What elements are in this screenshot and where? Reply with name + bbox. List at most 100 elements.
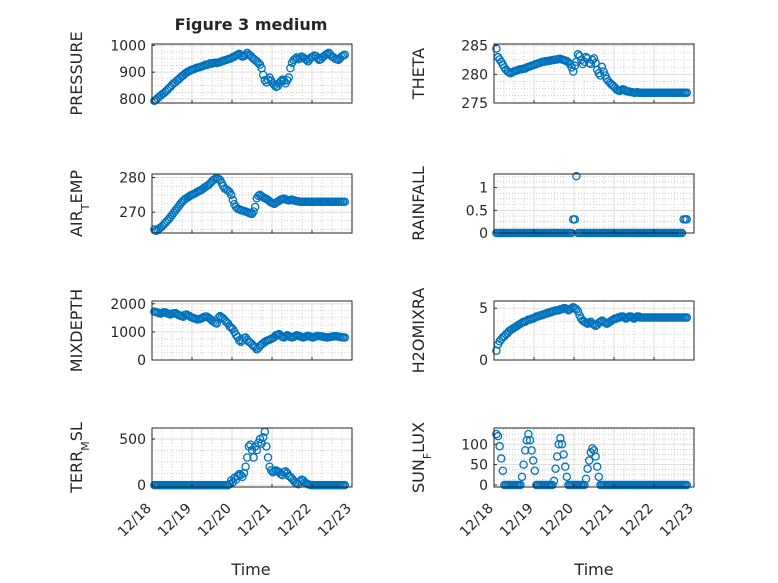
data-point [496,454,506,463]
data-point [578,59,588,69]
axes-box [493,427,695,488]
data-point [260,75,270,85]
plot-area [494,301,694,360]
data-point [527,446,536,455]
y-tick-label: 5 [479,301,488,317]
data-point [492,44,501,53]
data-point [517,472,527,482]
y-tick-label: 280 [119,170,146,186]
data-point [210,174,220,184]
data-point [492,429,501,439]
y-tick-label: 0.5 [466,203,488,219]
data-point [246,440,255,449]
plot-area [152,428,352,487]
data-point [249,453,258,462]
data-point [554,440,564,449]
y-axis-label: RAINFALL [409,166,428,241]
data-point [559,450,568,459]
data-point [516,480,525,490]
data-point [581,318,591,327]
data-point [560,462,570,471]
x-tick-label: 12/18 [457,501,497,541]
x-tick-label: 12/22 [617,501,657,541]
plot-area [494,428,694,487]
data-point [682,88,692,97]
data-point [524,429,533,439]
data-point [549,476,559,486]
data-point [498,466,508,475]
data-point [340,333,350,342]
axes-box [493,300,695,361]
x-tick-label: 12/19 [497,501,537,541]
x-tick-label: 12/21 [577,501,617,541]
data-point [575,51,584,61]
x-tick-label: 12/20 [537,501,577,541]
subplot-terr_msl: 0 500 TERRMSL 12/18 12/19 12/20 12/21 12/22 12/2… [67,422,355,540]
plot-area [494,174,694,233]
data-point [580,480,589,490]
data-point [588,444,597,453]
y-tick-label: 0 [479,226,488,242]
data-point [262,442,271,451]
data-point [281,332,290,341]
data-point [258,432,268,442]
data-point [276,77,286,86]
data-point [530,466,540,475]
figure-title: Figure 3 medium [175,15,328,34]
data-point [682,313,692,322]
data-point [263,453,273,462]
y-tick-label: 285 [461,39,488,55]
x-tick-label: 12/23 [315,501,355,541]
y-axis-label: THETA [409,48,428,100]
y-tick-label: 0 [479,353,488,369]
data-point [226,190,236,200]
y-tick-label: 100 [461,437,488,453]
data-point [322,49,332,59]
subplot-rainfall: 0 0.5 1 RAINFALL [409,166,695,242]
subplot-theta: 275 280 285 THETA [409,39,695,112]
subplot-air_temp: 270 280 AIRTEMP [67,170,353,237]
data-point [570,215,580,224]
data-point [528,456,538,465]
y-tick-label: 500 [119,432,146,448]
y-tick-label: 0 [479,478,488,494]
data-point [249,207,258,216]
data-point [525,435,535,445]
data-point [241,462,250,471]
data-point [551,464,560,473]
plot-area [152,301,352,360]
y-tick-label: 1000 [110,325,146,341]
y-axis-label: MIXDEPTH [67,289,86,372]
x-tick-label: 12/19 [155,501,195,541]
data-point [597,62,607,72]
data-point [581,474,591,484]
data-point [583,464,592,473]
data-point [340,480,350,490]
data-point [250,202,260,212]
data-point [562,472,572,482]
y-axis-label: SUNFLUX [409,422,434,493]
y-tick-label: 280 [461,67,488,83]
y-axis-label: AIRTEMP [67,170,92,237]
x-tick-label: 12/20 [195,501,235,541]
axes-box [151,300,353,361]
x-tick-label: 12/18 [115,501,155,541]
y-tick-label: 1 [479,181,488,197]
data-point [557,440,567,449]
subplot-mixdepth: 0 1000 2000 MIXDEPTH [67,289,353,372]
data-point [212,319,222,328]
y-tick-label: 0 [137,353,146,369]
axes-box [493,43,695,104]
data-point [548,480,557,490]
data-point [492,346,501,355]
data-point [599,67,608,76]
data-point [284,73,294,82]
y-tick-label: 2000 [110,297,146,313]
x-tick-label: 12/21 [235,501,275,541]
data-point [570,61,580,71]
data-point [495,442,504,451]
y-axis-label: H2OMIXRA [409,288,428,374]
axes-box [151,43,353,104]
data-point [522,435,532,445]
data-point [682,215,692,224]
